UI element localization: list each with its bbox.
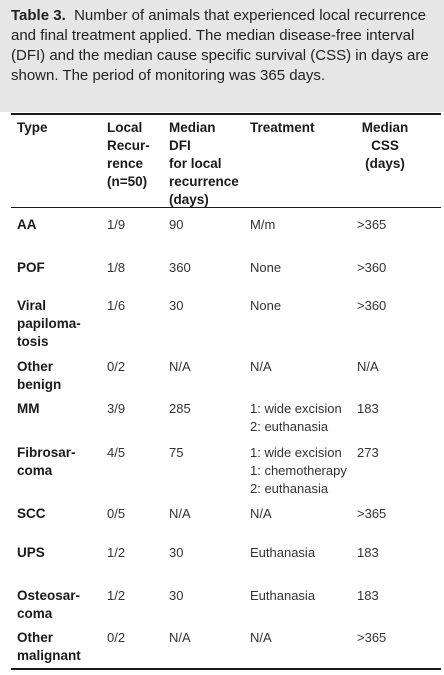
caption-text: Number of animals that experienced local… xyxy=(11,7,429,84)
cell-type: POF xyxy=(17,260,45,275)
cell-treatment: Euthanasia xyxy=(250,588,316,603)
header-type: Type xyxy=(17,120,48,135)
cell-type: Viral papiloma- tosis xyxy=(17,298,81,349)
cell-type: Osteosar- coma xyxy=(17,588,81,621)
cell-local-recurrence: 1/6 xyxy=(107,298,126,313)
cell-treatment: M/m xyxy=(250,217,276,232)
cell-local-recurrence: 1/2 xyxy=(107,588,126,603)
header-median-css: Median CSS (days) xyxy=(361,120,409,171)
cell-median-css: >365 xyxy=(357,506,387,521)
cell-type: Other benign xyxy=(17,359,62,392)
cell-median-css: 183 xyxy=(357,545,379,560)
cell-median-dfi: N/A xyxy=(169,630,191,645)
cell-treatment: N/A xyxy=(250,506,272,521)
cell-local-recurrence: 0/2 xyxy=(107,630,126,645)
cell-type: MM xyxy=(17,401,40,416)
caption-label: Table 3. xyxy=(11,7,66,24)
cell-type: AA xyxy=(17,217,37,232)
cell-median-dfi: 285 xyxy=(169,401,191,416)
header-median-dfi: Median DFI for local recurrence (days) xyxy=(169,120,239,207)
cell-treatment: 1: wide excision 1: chemotherapy 2: euth… xyxy=(250,445,347,496)
table-caption: Table 3. Number of animals that experien… xyxy=(11,6,441,86)
cell-local-recurrence: 1/9 xyxy=(107,217,126,232)
cell-local-recurrence: 1/8 xyxy=(107,260,126,275)
cell-median-dfi: 30 xyxy=(169,298,184,313)
cell-median-dfi: 30 xyxy=(169,545,184,560)
cell-median-css: >360 xyxy=(357,260,387,275)
cell-median-css: 183 xyxy=(357,588,379,603)
cell-type: Fibrosar- coma xyxy=(17,445,76,478)
cell-median-css: 273 xyxy=(357,445,379,460)
cell-median-css: >365 xyxy=(357,217,387,232)
cell-treatment: None xyxy=(250,298,282,313)
cell-treatment: 1: wide excision 2: euthanasia xyxy=(250,401,342,434)
cell-local-recurrence: 4/5 xyxy=(107,445,126,460)
cell-median-dfi: N/A xyxy=(169,506,191,521)
cell-median-dfi: N/A xyxy=(169,359,191,374)
header-rule xyxy=(11,207,441,208)
cell-local-recurrence: 1/2 xyxy=(107,545,126,560)
cell-treatment: N/A xyxy=(250,630,272,645)
cell-median-dfi: 90 xyxy=(169,217,184,232)
cell-treatment: None xyxy=(250,260,282,275)
header-treatment: Treatment xyxy=(250,120,315,135)
top-rule xyxy=(11,113,441,115)
cell-median-css: >365 xyxy=(357,630,387,645)
cell-local-recurrence: 3/9 xyxy=(107,401,126,416)
cell-median-dfi: 360 xyxy=(169,260,191,275)
cell-median-css: 183 xyxy=(357,401,379,416)
cell-median-dfi: 75 xyxy=(169,445,184,460)
caption-box: Table 3. Number of animals that experien… xyxy=(0,0,444,112)
header-local-recurrence: Local Recur- rence (n=50) xyxy=(107,120,150,189)
cell-median-css: N/A xyxy=(357,359,379,374)
cell-type: Other malignant xyxy=(17,630,81,663)
cell-treatment: Euthanasia xyxy=(250,545,316,560)
cell-type: UPS xyxy=(17,545,45,560)
cell-local-recurrence: 0/2 xyxy=(107,359,126,374)
bottom-rule xyxy=(11,668,441,670)
cell-local-recurrence: 0/5 xyxy=(107,506,126,521)
cell-median-dfi: 30 xyxy=(169,588,184,603)
cell-type: SCC xyxy=(17,506,46,521)
cell-median-css: >360 xyxy=(357,298,387,313)
cell-treatment: N/A xyxy=(250,359,272,374)
